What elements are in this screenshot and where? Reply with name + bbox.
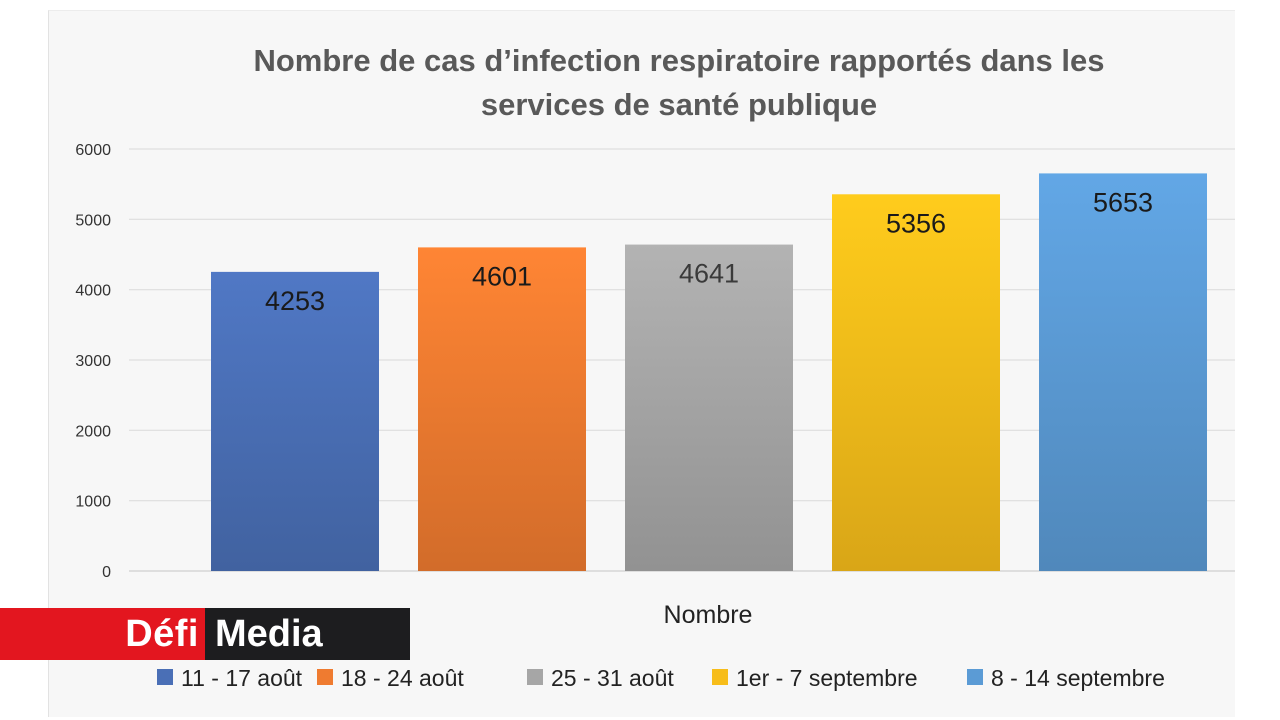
y-tick-label: 4000 [75, 283, 111, 300]
legend-label-2: 18 - 24 août [341, 665, 464, 691]
legend-label-5: 8 - 14 septembre [991, 665, 1165, 691]
bar-1 [211, 271, 379, 571]
bar-value-label: 4601 [472, 261, 532, 291]
legend-label-1: 11 - 17 août [181, 665, 303, 691]
bar-value-label: 4641 [679, 259, 739, 289]
bar-4 [832, 194, 1000, 571]
bar-value-label: 5653 [1093, 187, 1153, 217]
y-tick-label: 6000 [75, 142, 111, 159]
chart-frame: Nombre de cas d’infection respiratoire r… [48, 10, 1235, 717]
logo-media-text: Media [205, 608, 410, 660]
bar-value-label: 5356 [886, 208, 946, 238]
legend-swatch-1 [157, 669, 173, 685]
legend-swatch-2 [317, 669, 333, 685]
y-tick-label: 5000 [75, 212, 111, 229]
legend-label-3: 25 - 31 août [551, 665, 674, 691]
y-tick-label: 2000 [75, 423, 111, 440]
bar-5 [1039, 173, 1207, 571]
bar-chart: Nombre de cas d’infection respiratoire r… [75, 43, 1235, 691]
chart-title-line: Nombre de cas d’infection respiratoire r… [253, 43, 1104, 78]
legend-swatch-3 [527, 669, 543, 685]
defi-media-logo: Défi Media [0, 608, 410, 660]
bar-2 [418, 247, 586, 571]
legend-label-4: 1er - 7 septembre [736, 665, 918, 691]
x-axis-label: Nombre [664, 601, 753, 629]
legend-swatch-5 [967, 669, 983, 685]
logo-defi-text: Défi [0, 608, 205, 660]
bar-value-label: 4253 [265, 286, 325, 316]
y-tick-label: 3000 [75, 353, 111, 370]
legend-swatch-4 [712, 669, 728, 685]
bar-3 [625, 244, 793, 571]
y-tick-label: 1000 [75, 494, 111, 511]
y-tick-label: 0 [102, 564, 111, 581]
chart-title-line: services de santé publique [481, 87, 877, 122]
